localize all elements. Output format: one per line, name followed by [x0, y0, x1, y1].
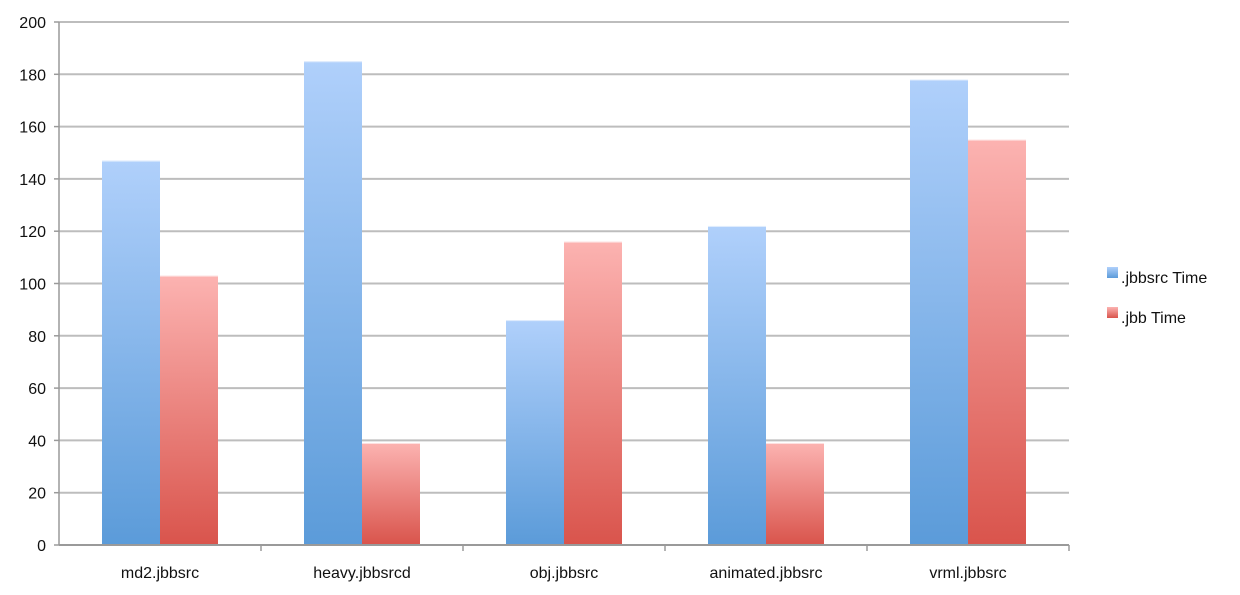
- x-tick-label: md2.jbbsrc: [121, 565, 199, 582]
- x-tick-label: heavy.jbbsrcd: [313, 565, 411, 582]
- legend: .jbbsrc Time .jbb Time: [1107, 267, 1207, 327]
- bar-jbbsrc-time: [708, 225, 766, 545]
- y-tick-label: 80: [28, 329, 46, 346]
- legend-label: .jbb Time: [1121, 310, 1186, 327]
- legend-swatch: [1107, 307, 1118, 318]
- legend-swatch: [1107, 267, 1118, 278]
- bar-jbb-time: [362, 443, 420, 545]
- y-tick-label: 60: [28, 381, 46, 398]
- bar-jbbsrc-time: [910, 79, 968, 545]
- axes: 0 20 40 60 80 100 120 140 160 180 200 md2.jbbsrc hea…: [19, 15, 1070, 582]
- bar-jbbsrc-time: [304, 61, 362, 545]
- y-tick-label: 160: [19, 120, 46, 137]
- y-tick-label: 100: [19, 277, 46, 294]
- y-tick-label: 20: [28, 486, 46, 503]
- bars: [102, 61, 1026, 546]
- x-tick-label: vrml.jbbsrc: [929, 565, 1006, 582]
- y-tick-label: 140: [19, 172, 46, 189]
- bar-jbb-time: [968, 139, 1026, 546]
- y-tick-label: 120: [19, 224, 46, 241]
- bar-jbbsrc-time: [506, 320, 564, 545]
- x-tick-label: obj.jbbsrc: [530, 565, 598, 582]
- bar-jbbsrc-time: [102, 160, 160, 545]
- y-tick-label: 180: [19, 67, 46, 84]
- x-tick-label: animated.jbbsrc: [710, 565, 823, 582]
- y-tick-label: 40: [28, 433, 46, 450]
- bar-jbb-time: [160, 275, 218, 545]
- legend-label: .jbbsrc Time: [1121, 270, 1207, 287]
- y-tick-label: 0: [37, 538, 46, 555]
- y-tick-label: 200: [19, 15, 46, 32]
- bar-jbb-time: [564, 241, 622, 545]
- bar-jbb-time: [766, 443, 824, 545]
